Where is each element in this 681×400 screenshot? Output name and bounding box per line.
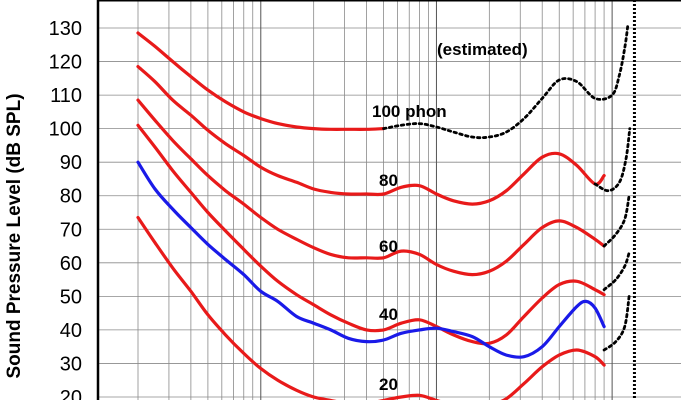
y-tick-label: 70	[60, 219, 82, 241]
annotation-label: (estimated)	[437, 40, 528, 59]
annotation-label: 60	[379, 237, 398, 256]
curve-estimated-60	[602, 194, 631, 248]
y-tick-label: 40	[60, 320, 82, 342]
curve-estimated-80	[593, 127, 632, 193]
curve-estimated-40	[602, 251, 631, 292]
y-tick-label: 90	[60, 152, 82, 174]
curves	[136, 23, 632, 400]
curve-estimated-100-phon	[382, 23, 630, 140]
annotation-label: 20	[379, 375, 398, 394]
y-tick-label: 100	[49, 119, 82, 141]
y-axis-label: Sound Pressure Level (dB SPL)	[4, 93, 25, 378]
y-tick-label: 60	[60, 253, 82, 275]
y-tick-label: 50	[60, 286, 82, 308]
grid	[98, 0, 681, 400]
curve-20	[136, 215, 606, 400]
annotation-label: 80	[379, 171, 398, 190]
curve-100-phon	[136, 31, 386, 131]
curve-blue-reference	[136, 160, 606, 359]
y-tick-label: 80	[60, 186, 82, 208]
axes	[96, 0, 681, 400]
curve-estimated-20	[602, 295, 631, 352]
y-tick-label: 20	[60, 387, 82, 400]
y-tick-label: 30	[60, 353, 82, 375]
y-tick-labels: 20 30 40 50 60 70 80 90 100 110 120 130	[49, 18, 82, 400]
curve-80	[136, 65, 606, 206]
y-tick-label: 110	[50, 85, 82, 107]
annotation-label: 40	[379, 305, 398, 324]
curve-40	[136, 123, 606, 346]
y-tick-label: 130	[49, 18, 82, 40]
y-tick-label: 120	[49, 52, 82, 74]
annotation-label: 100 phon	[372, 102, 447, 121]
curve-60	[136, 98, 606, 277]
annotations: (estimated) 100 phon 80 60 40 20	[372, 40, 528, 394]
